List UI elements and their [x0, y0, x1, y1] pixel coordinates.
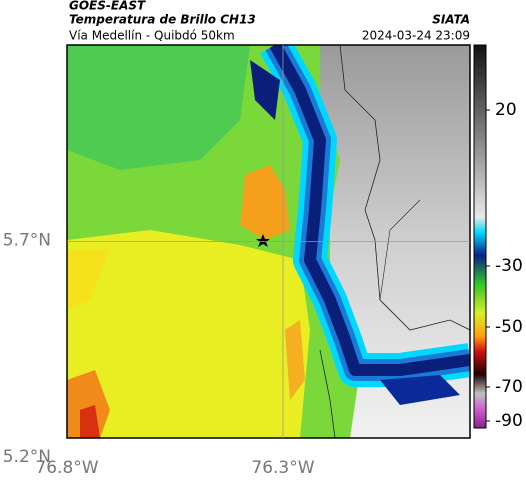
product: GOES-EAST: [69, 0, 146, 13]
agency: SIATA: [432, 13, 470, 27]
x-tick-label: 76.3°W: [251, 458, 314, 478]
colorbar-tick-label: -50: [495, 317, 523, 337]
location-marker: [256, 234, 270, 247]
colorbar: [473, 44, 487, 429]
x-tick-label: 76.8°W: [35, 458, 98, 478]
y-tick-label: 5.7°N: [3, 231, 51, 251]
colorbar-tick-label: 20: [495, 100, 517, 120]
colorbar-tick-label: -30: [495, 256, 523, 276]
colorbar-tick-label: -90: [495, 411, 523, 431]
datetime: 2024-03-24 23:09: [362, 29, 470, 43]
satellite-image: [67, 45, 470, 438]
y-tick-label: 5.2°N: [3, 447, 51, 467]
subtitle: Vía Medellín - Quibdó 50km: [69, 29, 235, 43]
colorbar-tick-label: -70: [495, 377, 523, 397]
title: Temperatura de Brillo CH13: [69, 13, 256, 27]
